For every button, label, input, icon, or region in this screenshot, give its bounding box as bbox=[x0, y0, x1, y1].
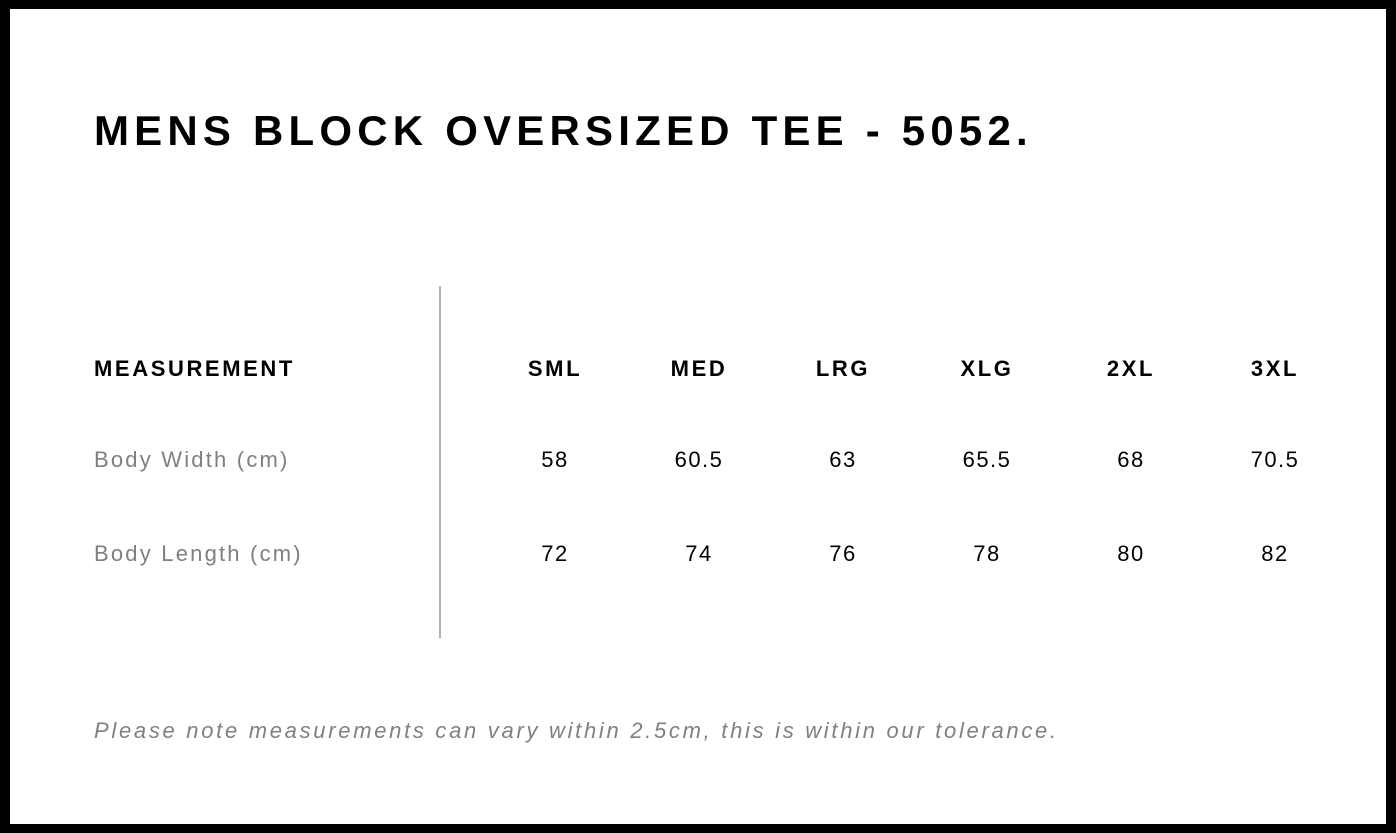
table-cell: 82 bbox=[1261, 541, 1289, 566]
tolerance-note: Please note measurements can vary within… bbox=[94, 718, 1059, 743]
table-cell: 70.5 bbox=[1250, 447, 1300, 472]
table-cell: 80 bbox=[1117, 541, 1145, 566]
table-cell: 60.5 bbox=[674, 447, 724, 472]
table-cell: 68 bbox=[1117, 447, 1145, 472]
table-cell: 74 bbox=[685, 541, 713, 566]
size-chart-card: MENS BLOCK OVERSIZED TEE - 5052. MEASURE… bbox=[10, 9, 1386, 824]
table-cell: 76 bbox=[829, 541, 857, 566]
table-cell: 58 bbox=[541, 447, 569, 472]
page-title: MENS BLOCK OVERSIZED TEE - 5052. bbox=[94, 107, 1033, 154]
size-header-sml: SML bbox=[527, 356, 583, 381]
size-header-2xl: 2XL bbox=[1106, 356, 1156, 381]
size-header-xlg: XLG bbox=[960, 356, 1014, 381]
row-label-body-length: Body Length (cm) bbox=[94, 541, 303, 566]
table-cell: 65.5 bbox=[962, 447, 1012, 472]
table-cell: 63 bbox=[829, 447, 857, 472]
size-header-lrg: LRG bbox=[815, 356, 871, 381]
row-label-body-width: Body Width (cm) bbox=[94, 447, 290, 472]
table-cell: 78 bbox=[973, 541, 1001, 566]
size-header-med: MED bbox=[670, 356, 728, 381]
size-header-3xl: 3XL bbox=[1250, 356, 1300, 381]
table-cell: 72 bbox=[541, 541, 569, 566]
measurement-header: MEASUREMENT bbox=[94, 356, 295, 381]
column-divider bbox=[439, 286, 441, 638]
